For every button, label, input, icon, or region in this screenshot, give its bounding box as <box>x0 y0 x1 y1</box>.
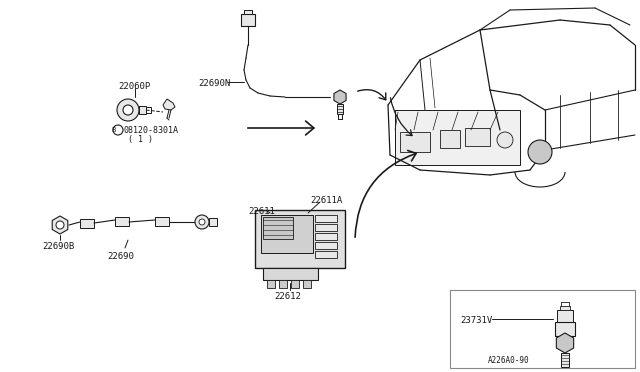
Circle shape <box>123 105 133 115</box>
Bar <box>440 130 460 148</box>
Text: A226A0-90: A226A0-90 <box>488 356 530 365</box>
Bar <box>315 224 337 231</box>
Circle shape <box>528 140 552 164</box>
Polygon shape <box>556 333 573 353</box>
Bar <box>561 353 569 367</box>
Bar <box>400 132 430 152</box>
Bar <box>291 280 299 288</box>
Bar <box>337 104 343 114</box>
Bar <box>555 322 575 336</box>
Text: 22611: 22611 <box>248 207 275 216</box>
Bar <box>315 233 337 240</box>
Bar <box>155 217 169 226</box>
Bar <box>62 223 66 227</box>
Bar <box>255 210 345 268</box>
Bar <box>315 215 337 222</box>
Polygon shape <box>52 216 68 234</box>
Text: 08120-8301A: 08120-8301A <box>124 126 179 135</box>
Text: 22611A: 22611A <box>310 196 342 205</box>
Text: B: B <box>112 127 116 133</box>
Polygon shape <box>163 99 175 110</box>
Text: 22690: 22690 <box>107 252 134 261</box>
Text: 22690B: 22690B <box>42 242 74 251</box>
Bar <box>263 268 318 280</box>
Bar <box>80 219 94 228</box>
Bar <box>303 280 311 288</box>
Bar <box>557 310 573 322</box>
Circle shape <box>56 221 64 229</box>
Bar <box>560 306 570 310</box>
Bar <box>241 14 255 26</box>
Bar <box>115 217 129 226</box>
Text: 22690N: 22690N <box>198 79 230 88</box>
Bar <box>139 106 146 114</box>
Text: 22612: 22612 <box>274 292 301 301</box>
Bar <box>244 10 252 14</box>
Bar <box>261 215 313 253</box>
Bar <box>54 223 58 227</box>
Bar <box>395 110 520 165</box>
Text: 23731V: 23731V <box>460 316 492 325</box>
Text: 22060P: 22060P <box>118 82 150 91</box>
Bar <box>315 242 337 249</box>
Bar <box>209 218 217 226</box>
Circle shape <box>117 99 139 121</box>
Bar <box>146 107 151 113</box>
Circle shape <box>113 125 123 135</box>
Bar <box>450 290 635 368</box>
Text: ( 1 ): ( 1 ) <box>128 135 153 144</box>
Bar <box>315 251 337 258</box>
Circle shape <box>497 132 513 148</box>
Bar <box>263 217 293 239</box>
Circle shape <box>199 219 205 225</box>
Circle shape <box>195 215 209 229</box>
Bar <box>279 280 287 288</box>
Polygon shape <box>334 90 346 104</box>
Bar <box>267 280 275 288</box>
Bar <box>465 128 490 146</box>
